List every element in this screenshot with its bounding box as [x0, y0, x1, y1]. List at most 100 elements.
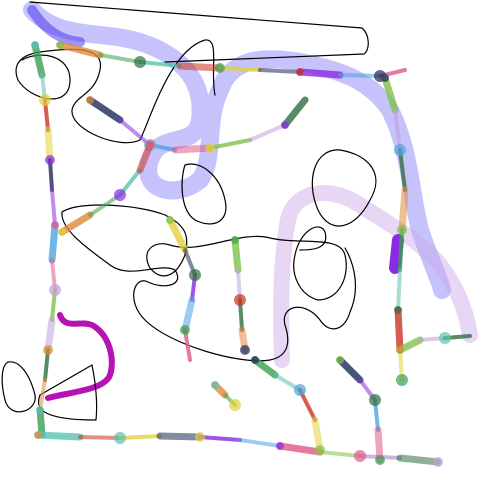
bead-dot: [51, 221, 59, 229]
bead-dot: [166, 216, 174, 224]
bead-segment: [281, 96, 309, 129]
bead-segment: [318, 450, 362, 458]
bead-segment: [44, 316, 56, 354]
bead-segment: [381, 74, 399, 114]
bead-segment: [38, 378, 47, 412]
bead-dot: [180, 325, 190, 335]
bead-dot: [281, 121, 289, 129]
bead-segment: [48, 158, 54, 192]
bead-segment: [86, 96, 124, 124]
bead-segment: [138, 60, 182, 68]
bead-segment: [238, 438, 282, 448]
bead-dot: [43, 345, 53, 355]
top-line: [29, 1, 369, 63]
bead-dot: [229, 399, 241, 411]
bead-segment: [36, 406, 46, 439]
bead-segment: [394, 306, 404, 354]
bead-segment: [338, 73, 382, 78]
mid-loop: [181, 163, 227, 225]
bead-segment: [181, 296, 196, 334]
bead-dot: [276, 442, 284, 450]
bead-segment: [251, 356, 279, 379]
bead-segment: [336, 356, 364, 384]
bead-dot: [86, 96, 94, 104]
bead-dot: [296, 68, 304, 76]
bead-segment: [118, 434, 162, 440]
bead-dot: [58, 228, 66, 236]
bead-segment: [198, 435, 242, 442]
bead-dot: [189, 269, 201, 281]
bead-chains: [31, 41, 472, 467]
bead-dot: [394, 306, 402, 314]
bead-dot: [134, 56, 146, 68]
bead-dot: [397, 225, 407, 235]
bead-segment: [398, 186, 409, 234]
bead-dot: [31, 41, 39, 49]
bead-dot: [433, 457, 443, 467]
bead-dot: [49, 284, 61, 296]
bead-dot: [251, 356, 259, 364]
lavender-band: [273, 185, 478, 368]
bead-segment: [156, 432, 204, 441]
bead-dot: [231, 236, 239, 244]
bead-segment: [34, 431, 84, 441]
bead-segment: [118, 118, 152, 147]
bead-dot: [369, 394, 381, 406]
bead-dot: [36, 406, 44, 414]
bead-segment: [171, 144, 214, 154]
bead-dot: [211, 381, 219, 389]
bead-segment: [166, 216, 189, 254]
bead-dot: [205, 143, 215, 153]
bead-segment: [176, 62, 224, 72]
right-loop: [311, 149, 377, 227]
bead-segment: [393, 108, 402, 152]
bead-segment: [398, 228, 404, 272]
bead-segment: [218, 66, 262, 72]
bead-segment: [258, 68, 302, 74]
bead-dot: [195, 432, 205, 442]
left-vertical: [37, 364, 98, 421]
bead-dot: [215, 63, 225, 73]
top-left-loop: [15, 39, 216, 144]
bead-segment: [58, 211, 94, 236]
bead-dot: [294, 384, 306, 396]
magenta-stroke: [45, 312, 115, 401]
purple-bar: [389, 234, 404, 274]
bead-dot: [396, 346, 404, 354]
bead-segment: [398, 148, 407, 192]
bead-dot: [315, 445, 325, 455]
blue-violet-band-core: [27, 5, 85, 47]
bead-segment: [43, 348, 50, 382]
bead-dot: [336, 356, 344, 364]
bead-segment: [208, 138, 252, 150]
bead-dot: [114, 432, 126, 444]
bead-segment: [78, 435, 122, 440]
bead-segment: [88, 193, 122, 217]
bead-dot: [381, 74, 389, 82]
bead-dot: [375, 455, 385, 465]
bead-segment: [48, 221, 59, 264]
bead-segment: [396, 268, 402, 312]
bead-dot: [145, 140, 155, 150]
bead-dot: [45, 155, 55, 165]
bead-dot: [354, 450, 366, 462]
bead-dot: [439, 332, 451, 344]
bead-dot: [56, 41, 64, 49]
bead-segment: [248, 123, 287, 142]
bead-segment: [296, 68, 344, 79]
bead-segment: [276, 442, 324, 456]
bead-segment: [183, 328, 192, 362]
bead-segment: [374, 426, 384, 464]
center-loop: [61, 204, 347, 301]
bead-dot: [39, 94, 51, 106]
bead-dot: [394, 144, 406, 156]
bottom-left-loop: [1, 361, 36, 413]
bead-dot: [114, 189, 126, 201]
bead-segment: [31, 41, 46, 79]
bead-segment: [44, 126, 54, 164]
bead-dot: [34, 431, 42, 439]
bead-dot: [240, 345, 250, 355]
bead-segment: [231, 236, 242, 274]
bead-segment: [50, 188, 57, 227]
